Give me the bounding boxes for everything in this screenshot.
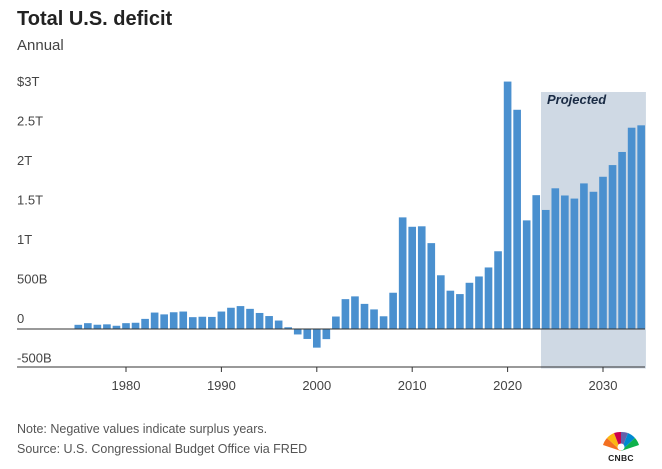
bar-1986	[179, 311, 188, 329]
chart-source: Source: U.S. Congressional Budget Office…	[17, 442, 308, 456]
bar-2003	[341, 299, 350, 329]
bar-1987	[188, 317, 197, 329]
bar-2031	[608, 165, 617, 329]
bar-2027	[570, 198, 579, 329]
bar-2013	[437, 275, 445, 329]
chart-subtitle: Annual	[17, 37, 64, 54]
bar-2012	[427, 243, 436, 329]
bar-2025	[551, 188, 560, 329]
bar-2029	[589, 191, 598, 329]
bar-2018	[484, 267, 493, 329]
bar-1984	[160, 314, 168, 329]
x-tick-label: 1990	[207, 378, 236, 393]
bar-1990	[217, 311, 226, 329]
bar-1980	[122, 323, 130, 329]
bar-1988	[198, 316, 207, 329]
peacock-icon	[603, 431, 639, 451]
bar-2009	[398, 217, 407, 329]
bar-2020	[503, 81, 512, 330]
bar-2000	[312, 329, 321, 348]
bar-2021	[513, 109, 521, 330]
bar-2028	[580, 183, 588, 329]
logo-text: CNBC	[608, 453, 634, 463]
y-tick-label: 1.5T	[17, 193, 43, 208]
bar-1992	[236, 306, 245, 329]
bar-1975	[74, 324, 83, 329]
bar-2024	[541, 209, 550, 329]
bar-1997	[284, 327, 292, 329]
bar-2008	[389, 292, 397, 329]
bar-2005	[360, 303, 369, 329]
bar-2032	[618, 151, 626, 329]
y-tick-label: -500B	[17, 351, 52, 366]
bar-1981	[131, 322, 140, 329]
bar-1982	[141, 318, 149, 329]
bar-1985	[169, 312, 178, 329]
bar-2002	[332, 316, 340, 329]
deficit-bar-chart: -500B 0 500B 1T 1.5T 2T 2.5T $3T 1980 1990 2000 201…	[17, 74, 646, 393]
y-tick-label: 0	[17, 311, 24, 326]
bar-1978	[103, 324, 111, 329]
bar-1979	[112, 325, 121, 329]
bar-1989	[208, 316, 216, 329]
chart-note: Note: Negative values indicate surplus y…	[17, 422, 268, 436]
bar-2030	[599, 176, 607, 329]
bar-1983	[150, 312, 159, 329]
bar-1977	[93, 324, 102, 329]
projected-annotation: Projected	[547, 92, 607, 107]
bar-2006	[370, 309, 378, 329]
bar-2001	[322, 329, 331, 340]
y-tick-label: 2T	[17, 153, 32, 168]
bar-2033	[627, 127, 636, 329]
x-tick-label: 2010	[398, 378, 427, 393]
bar-1998	[293, 329, 302, 335]
bar-2034	[637, 125, 645, 329]
bar-1991	[227, 307, 235, 329]
bar-1996	[274, 320, 283, 329]
bar-2019	[494, 251, 502, 329]
bar-2004	[351, 296, 359, 329]
y-tick-label: 2.5T	[17, 114, 43, 129]
bar-2007	[379, 316, 388, 329]
bar-2014	[446, 290, 455, 329]
bar-2026	[561, 195, 569, 329]
bar-2017	[475, 276, 483, 329]
bar-1994	[255, 312, 264, 329]
bar-1993	[246, 308, 254, 329]
y-tick-label: 1T	[17, 232, 32, 247]
cnbc-logo: CNBC	[598, 425, 644, 463]
bar-2011	[417, 226, 426, 329]
chart-title: Total U.S. deficit	[17, 8, 173, 30]
bar-1976	[84, 323, 92, 329]
x-tick-label: 1980	[112, 378, 141, 393]
bar-2023	[532, 195, 541, 329]
x-tick-label: 2020	[493, 378, 522, 393]
x-tick-label: 2000	[302, 378, 331, 393]
y-tick-label: $3T	[17, 74, 39, 89]
bar-2022	[522, 220, 531, 329]
bar-2016	[465, 282, 474, 329]
x-tick-label: 2030	[589, 378, 618, 393]
bar-2015	[456, 294, 464, 329]
bar-2010	[408, 226, 417, 329]
bar-1999	[303, 329, 312, 339]
bar-1995	[265, 316, 273, 329]
y-tick-label: 500B	[17, 272, 47, 287]
